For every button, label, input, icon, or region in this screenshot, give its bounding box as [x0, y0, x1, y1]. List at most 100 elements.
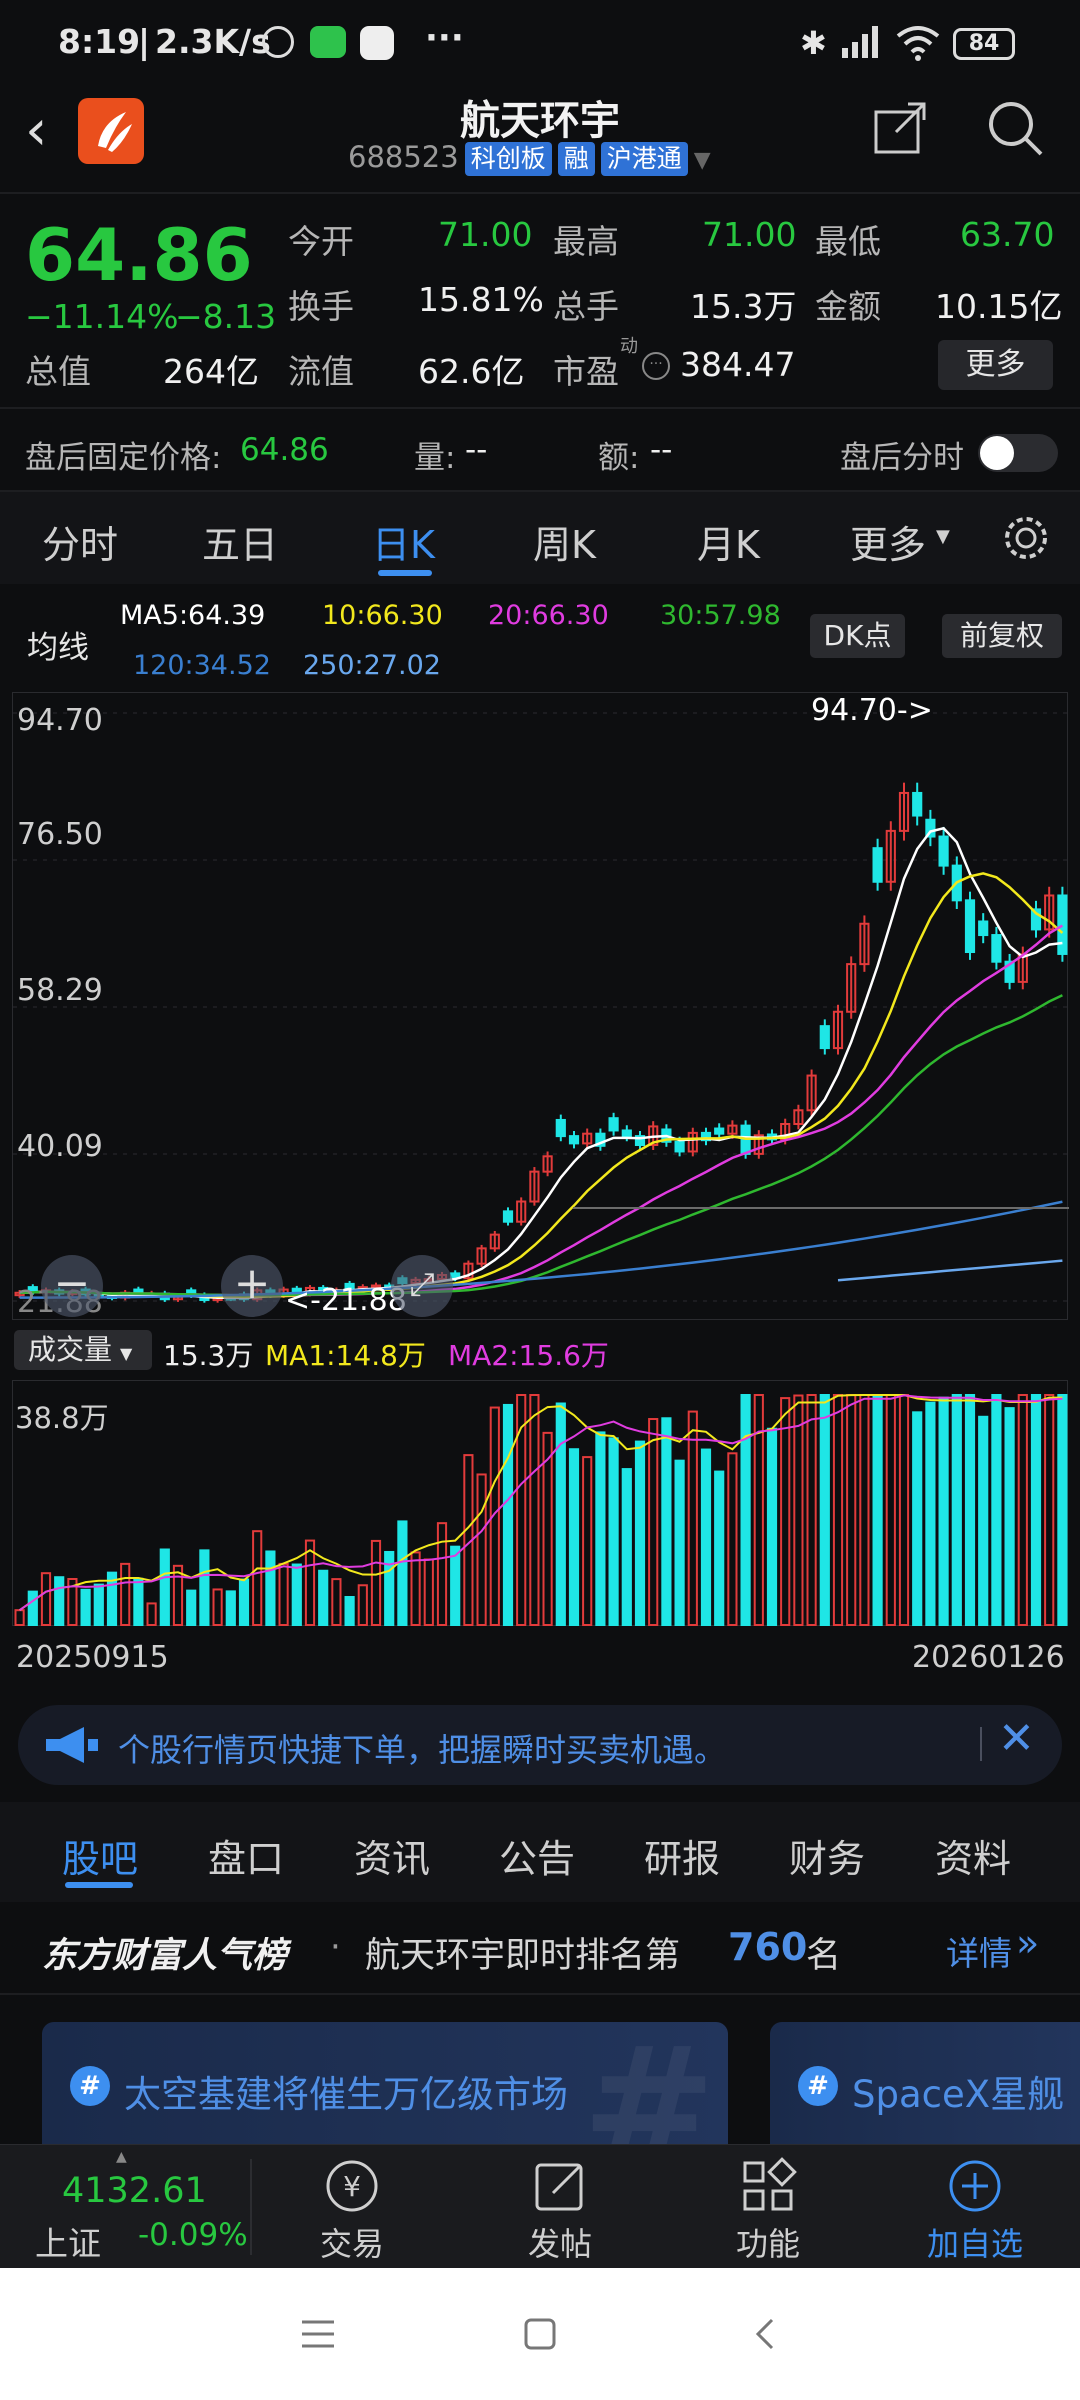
tab-daily-k[interactable]: 日K: [372, 523, 435, 567]
volume-bar: [964, 1394, 976, 1626]
home-icon[interactable]: [522, 2316, 558, 2352]
promo-banner[interactable]: 个股行情页快捷下单，把握瞬时买卖机遇。 ✕: [18, 1705, 1062, 1785]
rank-detail-link[interactable]: 详情: [946, 1934, 1012, 1973]
trade-yen-icon[interactable]: ¥: [323, 2157, 381, 2215]
volume-bar: [727, 1452, 738, 1626]
ma30-line: [19, 994, 1063, 1297]
menu-icon[interactable]: [300, 2316, 336, 2352]
index-value[interactable]: 4132.61: [62, 2171, 207, 2211]
popularity-rank-row[interactable]: 东方财富人气榜 · 航天环宇即时排名第 760 名 详情 »: [0, 1905, 1080, 1993]
tab-orderbook[interactable]: 盘口: [208, 1837, 285, 1881]
tab-profile[interactable]: 资料: [935, 1837, 1012, 1881]
function-label[interactable]: 功能: [735, 2225, 800, 2263]
volume-bar: [1017, 1394, 1028, 1626]
candle-body: [806, 1074, 817, 1112]
volume-bar: [502, 1403, 514, 1626]
candle-body: [964, 899, 976, 954]
volume-bar: [634, 1440, 646, 1626]
share-icon[interactable]: [870, 98, 930, 158]
volume-value: 15.3万: [690, 287, 797, 326]
pe-value: 384.47: [680, 345, 796, 384]
more-button[interactable]: 更多: [938, 340, 1053, 390]
topic-card[interactable]: # SpaceX星舰: [770, 2022, 1080, 2144]
topic-title: SpaceX星舰: [852, 2073, 1065, 2116]
candle-body: [516, 1200, 527, 1223]
topic-card[interactable]: # # 太空基建将催生万亿级市场: [42, 2022, 728, 2144]
function-grid-icon[interactable]: [739, 2157, 797, 2215]
tab-more[interactable]: 更多: [850, 523, 927, 567]
volume-bar: [80, 1588, 91, 1627]
afterhours-toggle[interactable]: [978, 434, 1058, 472]
candle-body: [753, 1134, 764, 1155]
tab-announcements[interactable]: 公告: [499, 1837, 576, 1881]
volume-bar: [1030, 1394, 1042, 1626]
trade-label[interactable]: 交易: [319, 2225, 384, 2263]
tab-weekly-k[interactable]: 周K: [533, 523, 596, 567]
tab-five-day[interactable]: 五日: [202, 523, 279, 567]
candle-body: [502, 1210, 514, 1223]
volume-bar: [872, 1394, 883, 1626]
active-tab-indicator: [65, 1882, 133, 1888]
volume-bar: [54, 1576, 65, 1627]
search-icon[interactable]: [985, 98, 1045, 158]
adjust-button[interactable]: 前复权: [942, 614, 1062, 658]
volume-bar: [938, 1396, 949, 1627]
tab-news[interactable]: 资讯: [354, 1837, 431, 1881]
volume-bar: [1044, 1394, 1055, 1626]
alarm-icon: [262, 26, 294, 58]
ma5-line: [19, 826, 1063, 1300]
volume-chart[interactable]: 38.8万: [12, 1380, 1068, 1627]
index-change[interactable]: -0.09%: [138, 2217, 248, 2253]
candle-body: [898, 791, 910, 832]
toggle-knob: [980, 436, 1014, 470]
volume-bar: [885, 1394, 896, 1626]
open-value: 71.00: [438, 215, 533, 254]
candle-body: [846, 963, 857, 1013]
add-watchlist-label[interactable]: 加自选: [926, 2225, 1023, 2263]
back-icon[interactable]: [748, 2316, 784, 2352]
tab-intraday[interactable]: 分时: [42, 523, 119, 567]
afterhours-timeshare-label: 盘后分时: [840, 440, 964, 476]
tab-research[interactable]: 研报: [644, 1837, 721, 1881]
volume-bar: [859, 1394, 870, 1626]
tab-financials[interactable]: 财务: [789, 1837, 866, 1881]
dk-point-button[interactable]: DK点: [810, 614, 905, 658]
volume-bar: [344, 1596, 355, 1626]
expand-caret-icon[interactable]: ▲: [116, 2149, 127, 2165]
volume-bar: [740, 1394, 751, 1626]
volume-bar: [766, 1427, 778, 1626]
tab-monthly-k[interactable]: 月K: [697, 523, 760, 567]
bottom-action-bar: ▲ 4132.61 上证 -0.09% ¥ 交易 发帖 功能 加自选: [0, 2144, 1080, 2268]
open-label: 今开: [288, 222, 354, 261]
banner-divider: [980, 1727, 982, 1761]
stock-header: ‹ 航天环宇 688523 科创板融沪港通 ▼: [0, 88, 1080, 192]
ma10-value: 10:66.30: [322, 600, 443, 631]
volume-bar: [608, 1437, 619, 1627]
back-arrow-icon[interactable]: ‹: [25, 98, 48, 163]
volume-bar: [1004, 1407, 1015, 1627]
dropdown-caret-icon[interactable]: ▼: [693, 148, 711, 173]
zoom-in-button[interactable]: +: [221, 1255, 283, 1317]
price-chart[interactable]: 94.70 76.50 58.29 40.09 21.88 94.70-> <-…: [12, 692, 1069, 1320]
max-price-marker: 94.70->: [811, 693, 933, 728]
candle-body: [978, 920, 989, 937]
double-chevron-icon[interactable]: »: [1016, 1921, 1040, 1965]
settings-gear-icon[interactable]: [1000, 512, 1052, 564]
volume-bar: [595, 1431, 606, 1626]
candle-body: [529, 1170, 540, 1203]
index-name[interactable]: 上证: [35, 2224, 101, 2263]
post-edit-icon[interactable]: [531, 2157, 589, 2215]
volume-bar: [40, 1572, 52, 1626]
zoom-out-button[interactable]: −: [41, 1255, 103, 1317]
fullscreen-button[interactable]: ⤢: [391, 1255, 453, 1317]
add-watchlist-icon[interactable]: [946, 2157, 1004, 2215]
post-label[interactable]: 发帖: [527, 2225, 592, 2263]
rank-number: 760: [728, 1925, 808, 1969]
more-info-icon[interactable]: ···: [642, 352, 670, 380]
close-icon[interactable]: ✕: [998, 1713, 1035, 1764]
svg-text:¥: ¥: [343, 2170, 361, 2203]
tab-forum[interactable]: 股吧: [62, 1837, 139, 1881]
stock-code: 688523: [348, 140, 459, 174]
system-nav-bar: [0, 2268, 1080, 2400]
volume-selector[interactable]: 成交量 ▼: [14, 1330, 152, 1370]
